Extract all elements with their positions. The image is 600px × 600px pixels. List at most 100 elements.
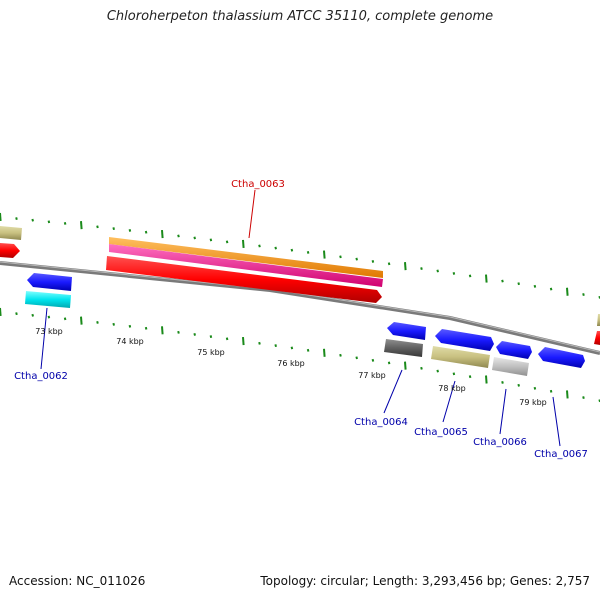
outer-tick <box>452 272 456 275</box>
feature-orange-band <box>109 237 383 278</box>
inner-tick <box>144 326 148 330</box>
outer-tick <box>355 257 358 261</box>
outer-tick <box>193 236 196 240</box>
inner-tick <box>47 315 51 319</box>
gene-label-ctha-0062[interactable]: Ctha_0062 <box>14 371 68 382</box>
feature-cyan-ctha-0062 <box>25 291 71 308</box>
feature-khaki-ctha-0065 <box>431 346 490 368</box>
outer-tick <box>177 234 180 238</box>
inner-tick <box>533 386 537 390</box>
feature-blue-ctha-0062 <box>27 273 72 291</box>
outer-tick <box>517 282 520 286</box>
inner-tick <box>436 369 439 373</box>
outer-tick <box>209 238 213 242</box>
outer-tick <box>112 227 115 231</box>
leader-ctha-0066 <box>499 388 507 435</box>
outer-tick <box>404 262 407 271</box>
inner-tick <box>468 375 472 379</box>
outer-tick <box>0 212 2 222</box>
tick-label-73: 73 kbp <box>35 327 63 336</box>
outer-tick <box>566 287 569 296</box>
gene-label-ctha-0063[interactable]: Ctha_0063 <box>231 179 285 190</box>
map-title: Chloroherpeton thalassium ATCC 35110, co… <box>106 9 494 24</box>
leader-ctha-0063 <box>248 189 256 239</box>
leader-ctha-0062 <box>40 307 48 370</box>
outer-tick <box>290 248 294 252</box>
outer-tick <box>258 244 261 248</box>
feature-khaki-partial <box>0 226 22 240</box>
inner-tick <box>582 396 585 399</box>
feature-red-partial-left <box>0 243 20 258</box>
inner-tick <box>80 316 83 325</box>
outer-tick <box>80 221 83 230</box>
inner-tick <box>566 390 569 399</box>
inner-tick <box>161 326 164 335</box>
accession-text: Accession: NC_011026 <box>9 574 146 588</box>
inner-tick <box>128 324 132 328</box>
outer-tick <box>468 274 472 278</box>
tick-label-78: 78 kbp <box>438 384 466 393</box>
genome-backbone-highlight <box>0 261 600 353</box>
inner-tick <box>323 348 326 357</box>
inner-tick <box>96 321 99 324</box>
outer-tick <box>96 225 99 229</box>
leader-ctha-0065 <box>442 380 456 423</box>
outer-tick <box>420 267 423 270</box>
topology-text: Topology: circular; Length: 3,293,456 bp… <box>260 574 590 588</box>
leader-ctha-0067 <box>552 396 561 447</box>
feature-red-partial-right <box>594 331 600 345</box>
inner-tick <box>274 344 277 348</box>
inner-tick <box>549 389 553 393</box>
inner-tick <box>225 337 229 341</box>
feature-magenta-band <box>109 244 383 287</box>
gene-label-ctha-0066[interactable]: Ctha_0066 <box>473 437 527 448</box>
outer-tick <box>242 239 245 248</box>
inner-tick <box>355 356 358 360</box>
outer-tick <box>436 269 439 273</box>
outer-tick <box>225 240 229 244</box>
tick-label-77: 77 kbp <box>358 371 386 380</box>
outer-tick <box>274 246 277 250</box>
inner-tick <box>387 361 391 365</box>
inner-tick <box>485 375 488 384</box>
feature-gray-ctha-0064 <box>384 339 423 357</box>
outer-tick <box>306 250 310 254</box>
gene-label-ctha-0064[interactable]: Ctha_0064 <box>354 417 408 428</box>
gene-label-ctha-0065[interactable]: Ctha_0065 <box>414 427 468 438</box>
tick-label-76: 76 kbp <box>277 359 305 368</box>
inner-tick <box>0 307 2 317</box>
tick-label-74: 74 kbp <box>116 337 144 346</box>
inner-tick <box>258 341 261 345</box>
feature-blue-ctha-0064 <box>387 322 426 340</box>
leader-ctha-0064 <box>383 369 403 414</box>
inner-tick <box>371 358 375 362</box>
inner-tick <box>177 330 180 334</box>
outer-tick <box>371 259 375 263</box>
outer-tick <box>47 220 51 224</box>
inner-tick <box>242 336 245 346</box>
inner-tick <box>290 346 294 350</box>
feature-lightgray-ctha-0066 <box>492 357 529 376</box>
inner-tick <box>15 312 18 316</box>
outer-tick <box>15 217 18 220</box>
outer-tick <box>161 230 164 239</box>
outer-tick <box>549 287 553 291</box>
gene-label-ctha-0067[interactable]: Ctha_0067 <box>534 449 588 460</box>
inner-tick <box>193 333 196 336</box>
inner-tick <box>404 361 407 370</box>
outer-tick <box>339 255 342 259</box>
outer-tick <box>144 230 148 234</box>
outer-tick <box>63 221 67 225</box>
inner-tick <box>452 372 456 376</box>
inner-tick <box>63 317 67 321</box>
outer-tick <box>323 250 326 259</box>
feature-blue-ctha-0067 <box>538 347 585 368</box>
outer-tick <box>501 279 504 283</box>
outer-tick-track <box>0 212 600 299</box>
feature-blue-ctha-0065 <box>435 329 494 351</box>
outer-tick <box>533 284 537 288</box>
inner-tick <box>501 380 504 384</box>
inner-tick <box>209 335 213 339</box>
tick-label-75: 75 kbp <box>197 348 225 357</box>
